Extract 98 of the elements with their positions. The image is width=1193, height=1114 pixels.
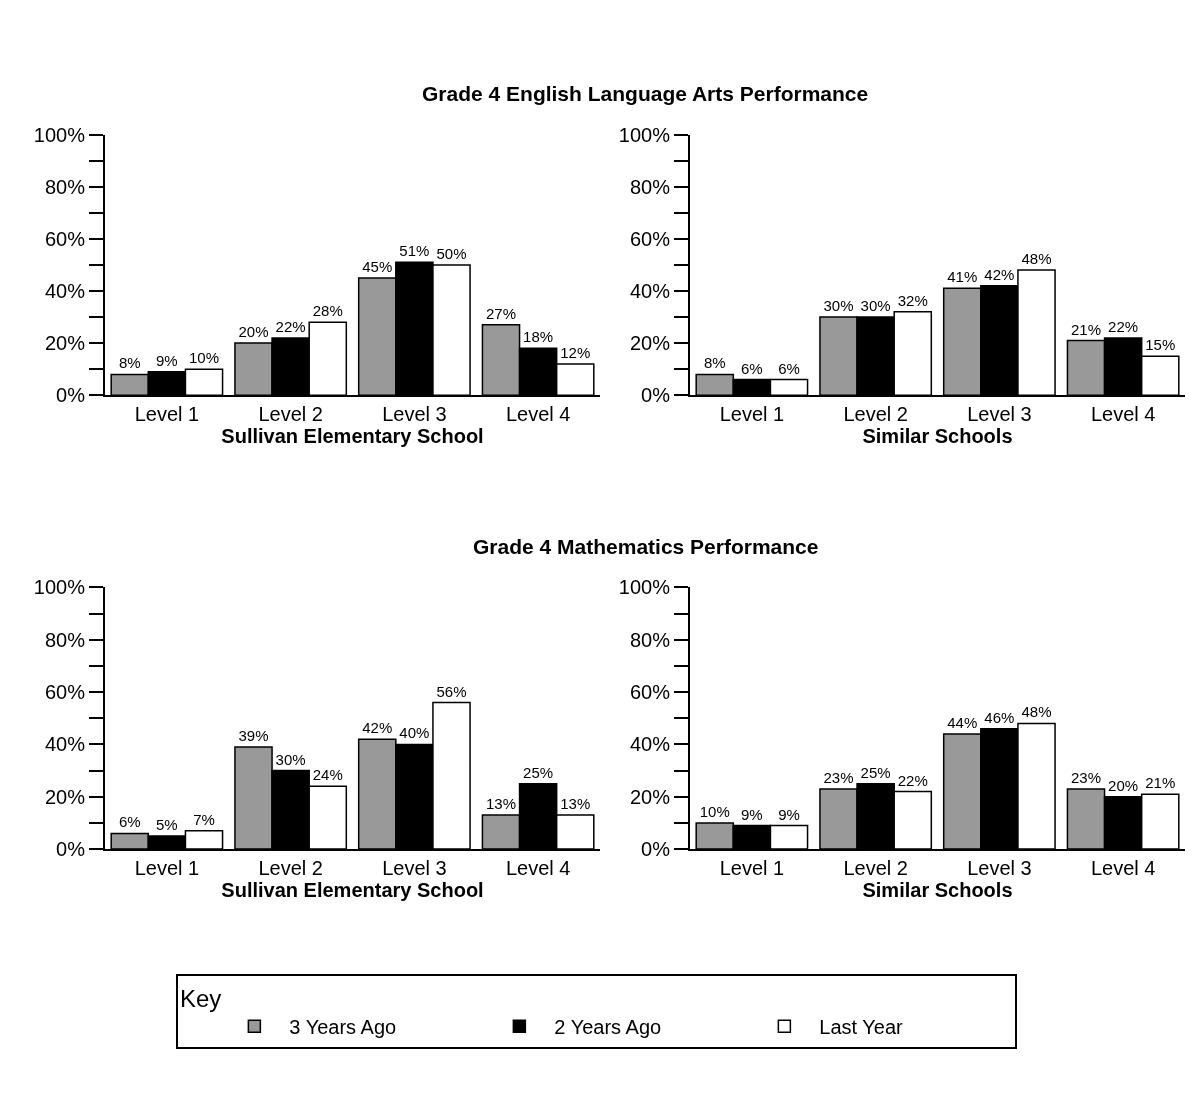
x-tick-label: Level 3 — [382, 403, 447, 426]
data-label: 8% — [118, 354, 141, 372]
data-label: 13% — [485, 795, 517, 813]
y-tick-label: 60% — [44, 681, 86, 704]
data-label: 20% — [238, 323, 269, 341]
data-label: 30% — [823, 297, 854, 315]
data-label: 32% — [897, 291, 928, 309]
data-label: 13% — [560, 795, 591, 813]
x-tick-label: Level 4 — [505, 857, 571, 880]
data-label: 21% — [1070, 320, 1102, 338]
data-label: 40% — [399, 724, 430, 742]
y-tick-label: 60% — [629, 681, 671, 704]
data-label: 48% — [1021, 703, 1052, 721]
data-label: 9% — [778, 805, 800, 823]
data-label: 50% — [436, 244, 467, 262]
x-tick-label: Level 2 — [843, 857, 908, 880]
y-tick-label: 80% — [629, 175, 671, 198]
legend-label: 3 Years Ago — [289, 1016, 397, 1039]
y-tick-label: 100% — [33, 576, 86, 599]
x-tick-label: Level 1 — [134, 857, 200, 880]
x-axis-title: Sullivan Elementary School — [221, 879, 484, 902]
y-tick-label: 60% — [629, 227, 671, 250]
data-label: 7% — [193, 810, 215, 828]
y-tick-label: 100% — [618, 123, 671, 146]
x-tick-label: Level 3 — [967, 403, 1032, 426]
data-label: 23% — [1070, 768, 1102, 786]
y-tick-label: 0% — [56, 838, 86, 861]
x-axis-title: Similar Schools — [862, 879, 1013, 902]
data-label: 48% — [1021, 250, 1052, 268]
data-label: 9% — [741, 805, 763, 823]
x-axis-title: Sullivan Elementary School — [221, 425, 484, 448]
data-label: 22% — [897, 771, 928, 789]
y-tick-label: 20% — [629, 332, 671, 355]
x-tick-label: Level 4 — [505, 403, 571, 426]
y-tick-label: 80% — [44, 628, 86, 651]
data-label: 27% — [485, 304, 517, 322]
data-label: 18% — [523, 328, 554, 346]
data-label: 30% — [275, 750, 306, 768]
x-tick-label: Level 1 — [134, 403, 200, 426]
data-label: 25% — [860, 763, 891, 781]
data-label: 51% — [399, 242, 430, 260]
x-tick-label: Level 2 — [258, 403, 323, 426]
data-label: 42% — [362, 719, 393, 737]
x-tick-label: Level 4 — [1090, 857, 1156, 880]
y-tick-label: 20% — [44, 332, 86, 355]
data-label: 42% — [984, 265, 1015, 283]
y-tick-label: 40% — [44, 733, 86, 756]
x-axis-title: Similar Schools — [862, 425, 1013, 448]
y-tick-label: 80% — [629, 628, 671, 651]
data-label: 46% — [984, 708, 1015, 726]
data-label: 8% — [703, 354, 726, 372]
x-tick-label: Level 4 — [1090, 403, 1156, 426]
y-tick-label: 0% — [641, 838, 671, 861]
x-tick-label: Level 2 — [258, 857, 323, 880]
y-tick-label: 80% — [44, 175, 86, 198]
y-tick-label: 100% — [618, 576, 671, 599]
y-tick-label: 40% — [629, 733, 671, 756]
data-label: 20% — [1108, 776, 1139, 794]
y-tick-label: 60% — [44, 227, 86, 250]
y-tick-label: 0% — [641, 384, 671, 407]
data-label: 22% — [1108, 317, 1139, 335]
x-tick-label: Level 1 — [719, 857, 785, 880]
data-label: 15% — [1145, 336, 1176, 354]
data-label: 6% — [118, 813, 141, 831]
legend-title: Key — [180, 984, 222, 1012]
y-tick-label: 20% — [44, 785, 86, 808]
y-tick-label: 20% — [629, 785, 671, 808]
x-tick-label: Level 1 — [719, 403, 785, 426]
data-label: 12% — [560, 343, 591, 361]
x-tick-label: Level 2 — [843, 403, 908, 426]
data-label: 23% — [823, 768, 854, 786]
text: Grade 4 Mathematics Performance — [473, 535, 819, 558]
data-label: 25% — [523, 763, 554, 781]
data-label: 24% — [312, 766, 343, 784]
data-label: 5% — [156, 816, 178, 834]
data-label: 44% — [947, 713, 978, 731]
y-tick-label: 40% — [44, 279, 86, 302]
y-tick-label: 0% — [56, 384, 86, 407]
data-label: 6% — [741, 359, 763, 377]
data-label: 21% — [1145, 774, 1176, 792]
legend-label: Last Year — [819, 1016, 904, 1039]
data-label: 56% — [436, 682, 467, 700]
data-label: 22% — [275, 317, 306, 335]
data-label: 28% — [312, 302, 343, 320]
y-tick-label: 100% — [33, 123, 86, 146]
data-label: 41% — [947, 268, 978, 286]
data-label: 39% — [238, 727, 269, 745]
data-label: 10% — [188, 349, 220, 367]
data-label: 45% — [362, 257, 393, 275]
x-tick-label: Level 3 — [967, 857, 1032, 880]
data-label: 30% — [860, 297, 891, 315]
data-label: 9% — [156, 351, 178, 369]
legend-label: 2 Years Ago — [554, 1016, 662, 1039]
data-label: 10% — [699, 802, 730, 820]
x-tick-label: Level 3 — [382, 857, 447, 880]
text: Grade 4 English Language Arts Performance — [422, 82, 869, 105]
data-label: 6% — [778, 359, 800, 377]
y-tick-label: 40% — [629, 279, 671, 302]
